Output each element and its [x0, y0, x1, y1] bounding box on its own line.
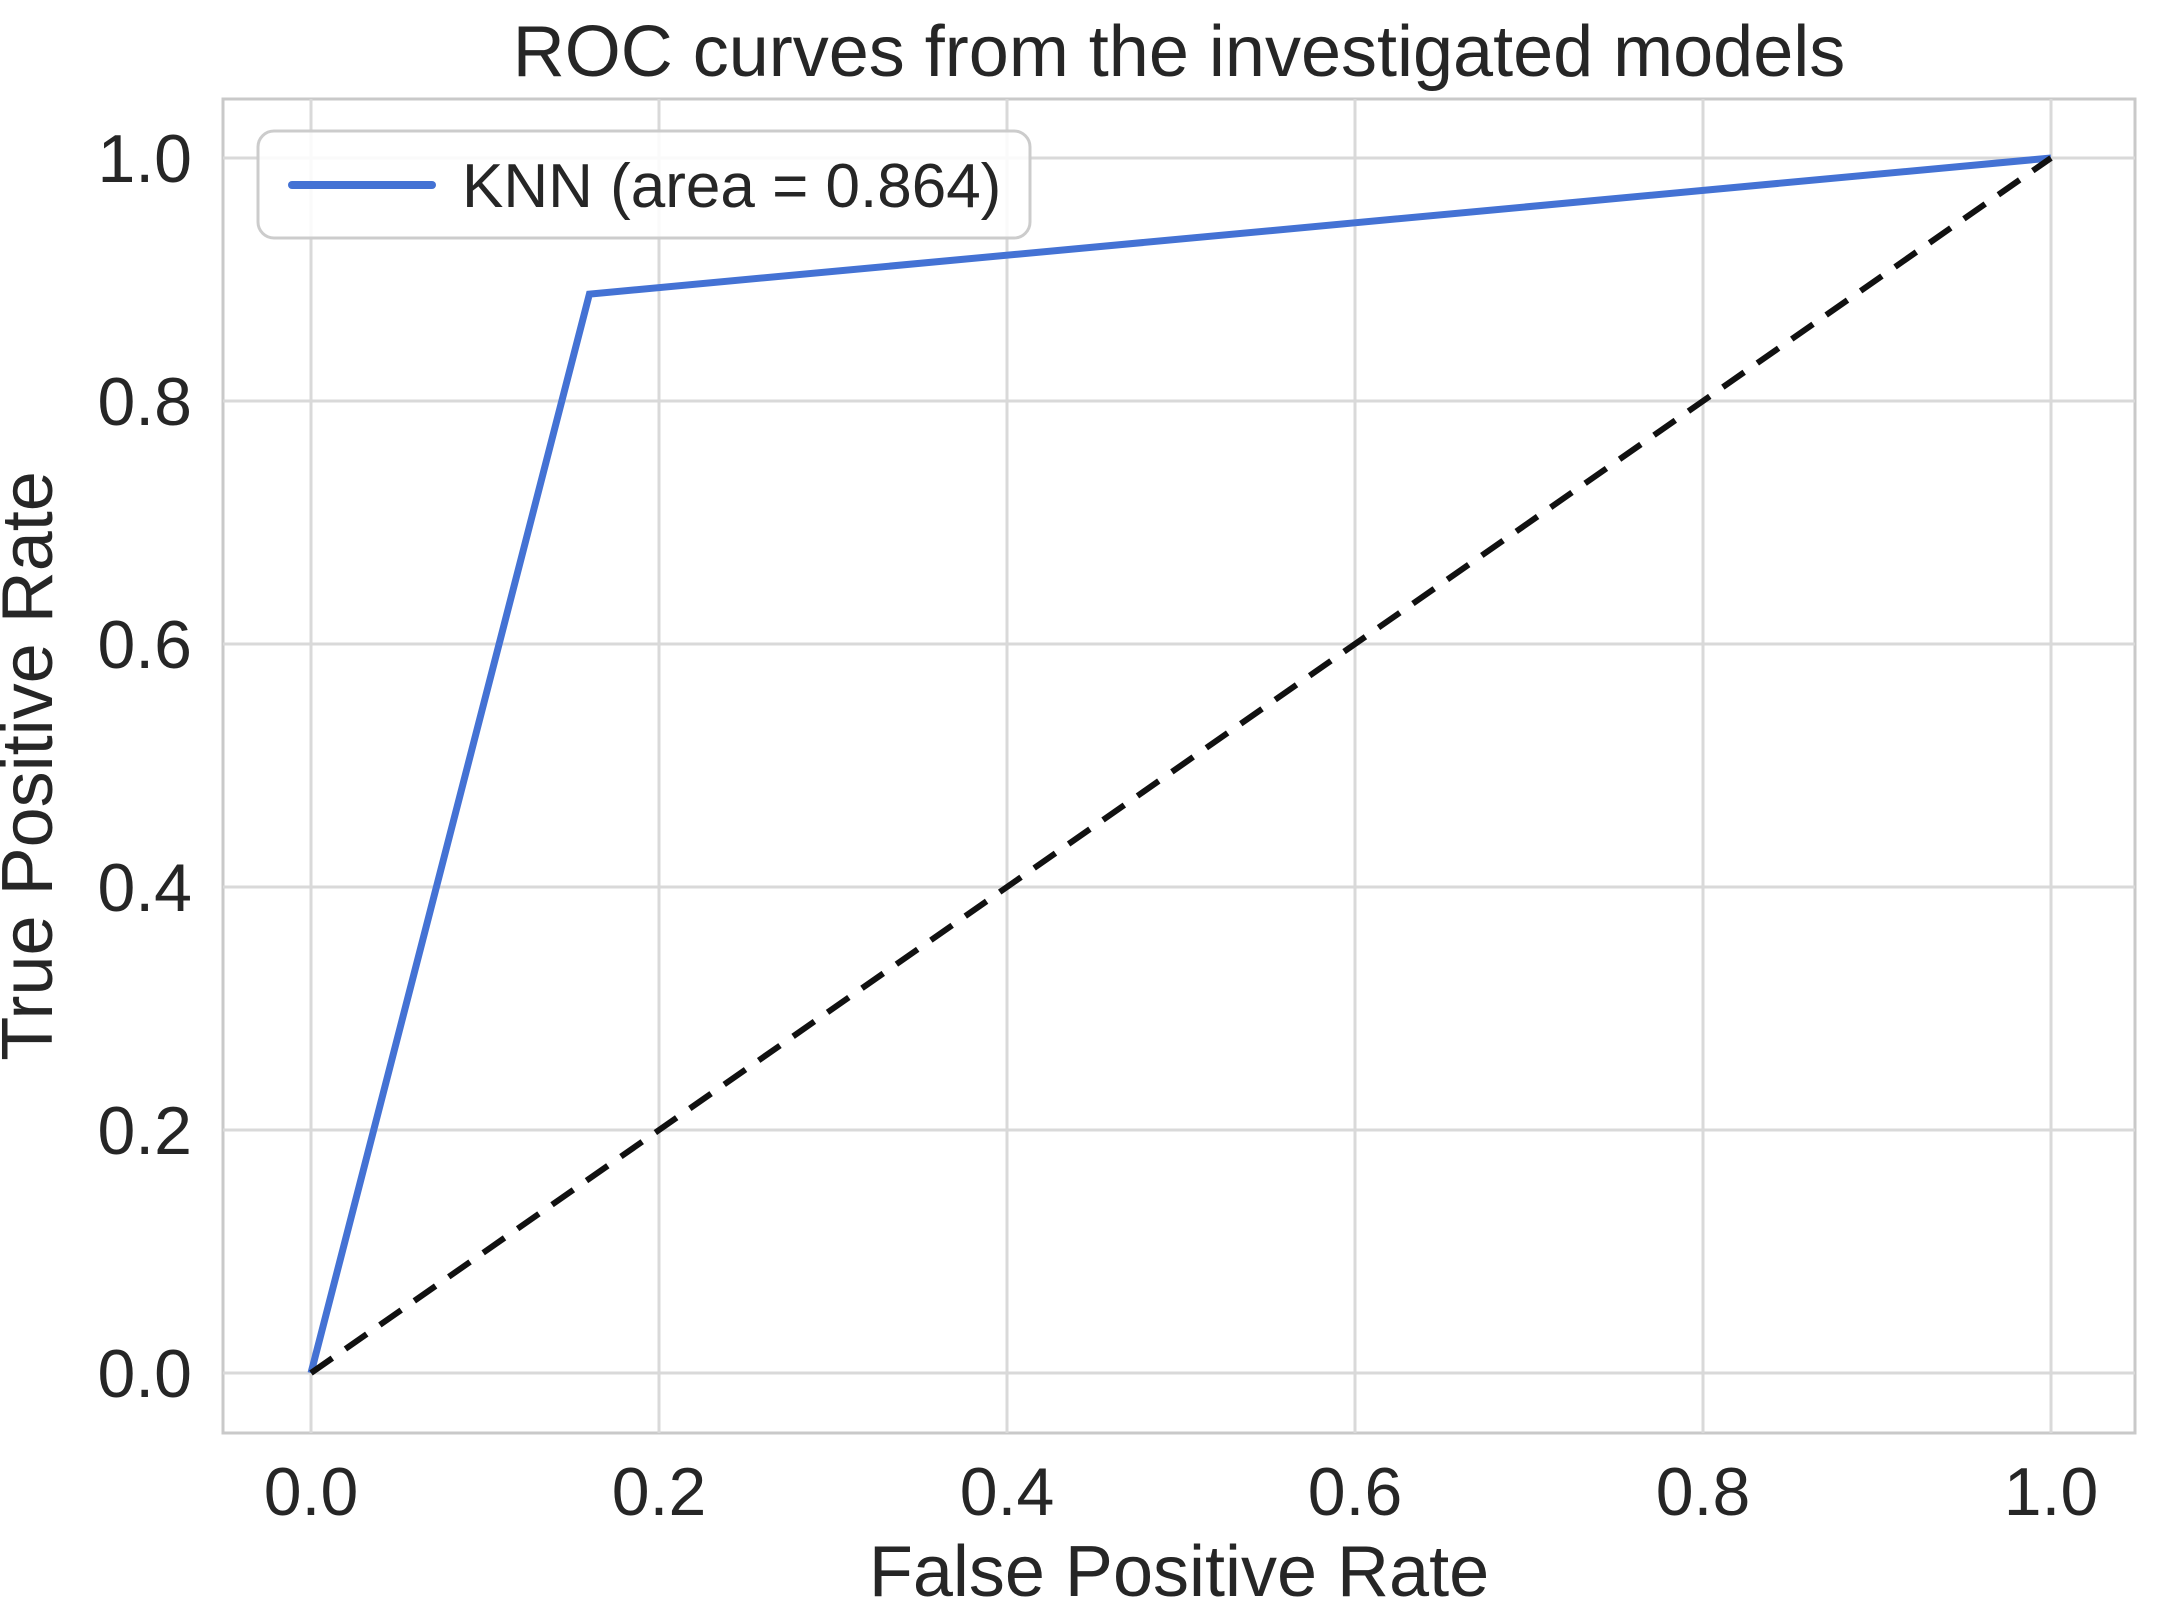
x-tick-label: 0.0 — [264, 1454, 359, 1530]
y-tick-label: 0.0 — [97, 1336, 192, 1412]
x-tick-label: 0.6 — [1308, 1454, 1403, 1530]
series-line-chance-diagonal — [309, 155, 2053, 1376]
y-tick-label: 0.6 — [97, 607, 192, 683]
x-tick-label: 1.0 — [2004, 1454, 2099, 1530]
legend: KNN (area = 0.864) — [256, 129, 1032, 240]
legend-box — [256, 129, 1032, 240]
series-lines — [307, 154, 2053, 1376]
chart-title: ROC curves from the investigated models — [513, 12, 1846, 92]
y-tick-label: 0.8 — [97, 364, 192, 440]
y-tick-label: 0.2 — [97, 1093, 192, 1169]
x-tick-labels: 0.0 0.2 0.4 0.6 0.8 1.0 — [264, 1454, 2099, 1530]
x-tick-label: 0.4 — [960, 1454, 1055, 1530]
x-axis-label: False Positive Rate — [869, 1532, 1489, 1612]
legend-label: KNN (area = 0.864) — [462, 152, 1001, 221]
x-tick-label: 0.8 — [1656, 1454, 1751, 1530]
y-axis-label: True Positive Rate — [0, 471, 68, 1061]
gridlines — [223, 99, 2135, 1433]
x-tick-label: 0.2 — [612, 1454, 707, 1530]
y-tick-labels: 0.0 0.2 0.4 0.6 0.8 1.0 — [97, 121, 192, 1412]
y-tick-label: 0.4 — [97, 850, 192, 926]
series-line-KNN — [307, 154, 2052, 1374]
y-tick-label: 1.0 — [97, 121, 192, 197]
